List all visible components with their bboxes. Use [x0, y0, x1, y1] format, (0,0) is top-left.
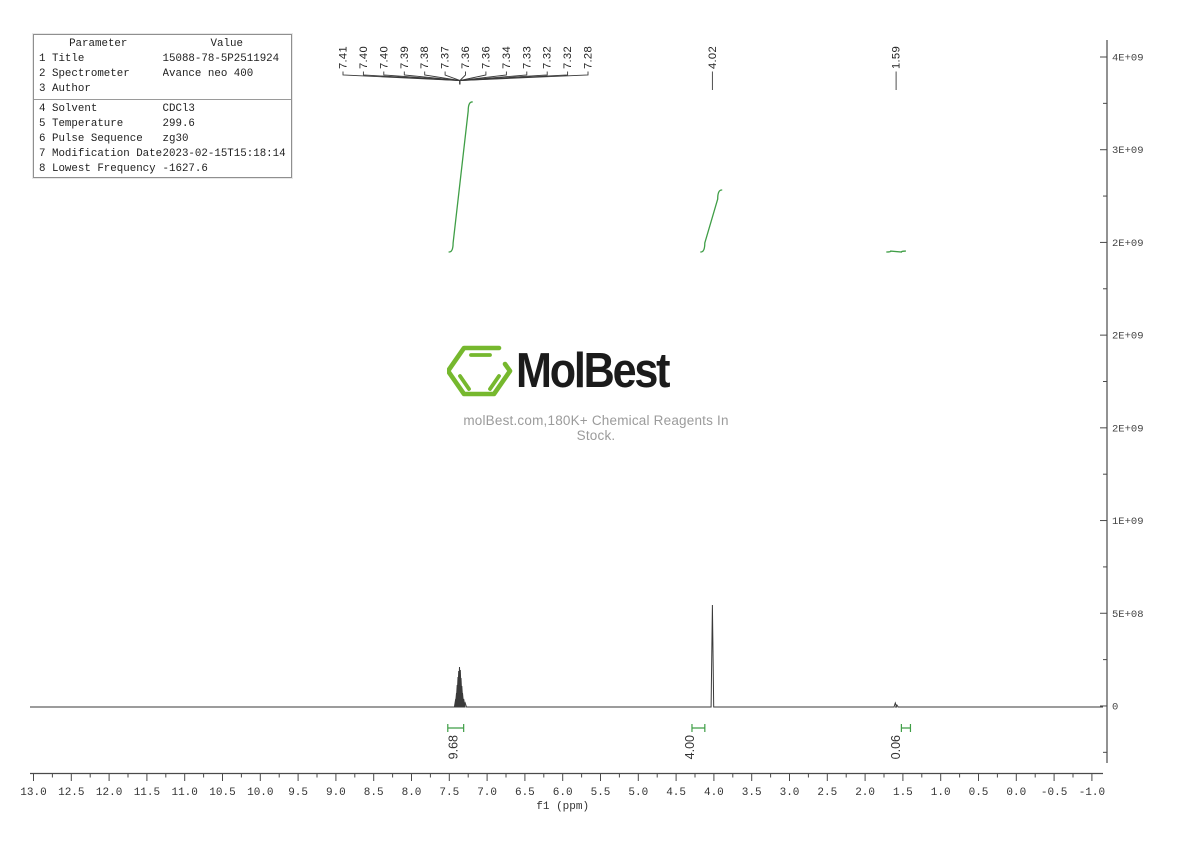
- peak-labels: 7.41 7.40 7.40 7.39 7.38 7.37 7.36 7.36 7.34 7.33…: [338, 46, 903, 90]
- svg-text:5.0: 5.0: [628, 787, 648, 799]
- svg-text:0.5: 0.5: [969, 787, 989, 799]
- integral-labels: 9.68 4.00 0.06: [447, 735, 903, 759]
- svg-text:3.5: 3.5: [742, 787, 762, 799]
- svg-text:8.0: 8.0: [402, 787, 422, 799]
- logo-tagline: molBest.com,180K+ Chemical Reagents In S…: [463, 413, 729, 443]
- param-row-spectrometer: 2 Spectrometer Avance neo 400: [39, 68, 254, 80]
- svg-text:9.68: 9.68: [447, 735, 461, 759]
- svg-text:1E+09: 1E+09: [1112, 516, 1144, 528]
- svg-text:3.0: 3.0: [780, 787, 800, 799]
- svg-text:1.0: 1.0: [931, 787, 951, 799]
- svg-text:7.40: 7.40: [378, 46, 390, 69]
- integral-curves: [447, 101, 912, 732]
- param-row-modification-date: 7 Modification Date 2023-02-15T15:18:14: [39, 148, 286, 160]
- svg-text:12.0: 12.0: [96, 787, 122, 799]
- svg-text:0.06: 0.06: [889, 735, 903, 759]
- svg-text:7.36: 7.36: [460, 46, 472, 69]
- svg-text:4.5: 4.5: [666, 787, 686, 799]
- param-row-title: 1 Title 15088-78-5P2511924: [39, 53, 280, 65]
- svg-text:7.28: 7.28: [583, 46, 595, 69]
- svg-text:7.0: 7.0: [477, 787, 497, 799]
- svg-text:f1 (ppm): f1 (ppm): [536, 801, 589, 813]
- svg-text:7.32: 7.32: [562, 46, 574, 69]
- param-row-lowest-frequency: 8 Lowest Frequency -1627.6: [39, 163, 208, 175]
- svg-text:7.37: 7.37: [440, 46, 452, 69]
- param-header-parameter: Parameter: [69, 38, 128, 50]
- svg-text:9.5: 9.5: [288, 787, 308, 799]
- svg-text:7.32: 7.32: [542, 46, 554, 69]
- param-header-value: Value: [210, 38, 243, 50]
- svg-text:2.5: 2.5: [817, 787, 837, 799]
- svg-text:7.5: 7.5: [439, 787, 459, 799]
- svg-text:2.0: 2.0: [855, 787, 875, 799]
- svg-text:12.5: 12.5: [58, 787, 84, 799]
- svg-text:11.5: 11.5: [134, 787, 160, 799]
- svg-text:13.0: 13.0: [20, 787, 46, 799]
- svg-text:-1.0: -1.0: [1079, 787, 1105, 799]
- x-axis: 13.0 12.5 12.0 11.5 11.0 10.5 10.0 9.5 9.0 8.5 8.0…: [20, 772, 1105, 813]
- svg-text:7.39: 7.39: [399, 46, 411, 69]
- benzene-hexagon-icon: [447, 345, 513, 397]
- svg-text:1.59: 1.59: [891, 46, 903, 69]
- svg-text:7.33: 7.33: [521, 46, 533, 69]
- svg-text:1.5: 1.5: [893, 787, 913, 799]
- svg-text:-0.5: -0.5: [1041, 787, 1067, 799]
- svg-text:4.0: 4.0: [704, 787, 724, 799]
- svg-text:11.0: 11.0: [171, 787, 197, 799]
- svg-text:4.02: 4.02: [707, 46, 719, 69]
- svg-text:10.5: 10.5: [209, 787, 235, 799]
- svg-text:4.00: 4.00: [683, 735, 697, 759]
- svg-text:0.0: 0.0: [1006, 787, 1026, 799]
- svg-text:7.36: 7.36: [480, 46, 492, 69]
- param-table-header-row: Parameter Value: [34, 35, 291, 52]
- y-axis: 4E+09 3E+09 2E+09 2E+09 2E+09 1E+09 5E+08 0: [1100, 40, 1144, 763]
- parameter-table: Parameter Value 1 Title 15088-78-5P25119…: [33, 34, 292, 178]
- svg-text:2E+09: 2E+09: [1112, 238, 1144, 250]
- svg-text:6.5: 6.5: [515, 787, 535, 799]
- svg-text:7.38: 7.38: [419, 46, 431, 69]
- svg-text:10.0: 10.0: [247, 787, 273, 799]
- svg-text:5.5: 5.5: [591, 787, 611, 799]
- svg-text:4E+09: 4E+09: [1112, 53, 1144, 65]
- svg-text:7.34: 7.34: [501, 46, 513, 69]
- molbest-logo: MolBest: [447, 341, 689, 401]
- param-row-temperature: 5 Temperature 299.6: [39, 118, 195, 130]
- svg-text:8.5: 8.5: [364, 787, 384, 799]
- svg-text:0: 0: [1112, 701, 1118, 713]
- svg-text:5E+08: 5E+08: [1112, 609, 1144, 621]
- spectrum-trace: [30, 604, 1103, 708]
- svg-text:2E+09: 2E+09: [1112, 331, 1144, 343]
- param-row-author: 3 Author: [34, 82, 291, 100]
- svg-text:7.41: 7.41: [338, 46, 350, 69]
- svg-text:7.40: 7.40: [358, 46, 370, 69]
- svg-text:6.0: 6.0: [553, 787, 573, 799]
- svg-text:2E+09: 2E+09: [1112, 423, 1144, 435]
- param-row-pulse-sequence: 6 Pulse Sequence zg30: [39, 133, 189, 145]
- param-row-solvent: 4 Solvent CDCl3: [39, 103, 195, 115]
- logo-text: MolBest: [516, 343, 671, 398]
- svg-text:9.0: 9.0: [326, 787, 346, 799]
- svg-text:3E+09: 3E+09: [1112, 145, 1144, 157]
